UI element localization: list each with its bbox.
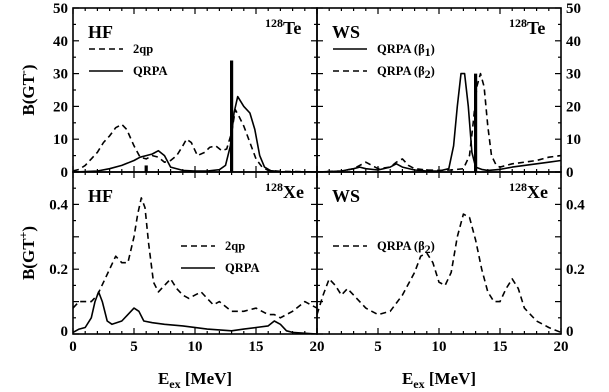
y-axis-label: B(GT-): [16, 64, 38, 115]
nucleus-label: 128Te: [509, 16, 545, 38]
panel-label: HF: [88, 186, 113, 206]
y-axis-label: B(GT+): [16, 226, 38, 280]
panel-top-left: 0 10 20 30 40 50 HF 128Te 2qp QRPA B(GT-): [16, 1, 318, 181]
legend-label: QRPA: [133, 64, 168, 78]
series-qrpa-line: [73, 291, 317, 334]
y-tick-label: 50: [53, 1, 68, 17]
y-tick-label: 0.2: [566, 262, 585, 278]
x-axis-label: Eex [MeV]: [402, 369, 476, 391]
y-tick-label: 0.4: [566, 197, 585, 213]
y-tick-label: 40: [53, 34, 68, 50]
x-tick-label: 5: [374, 339, 382, 355]
nucleus-label: 128Xe: [265, 180, 304, 202]
x-tick-label: 20: [554, 339, 569, 355]
x-tick-label: 0: [69, 339, 77, 355]
series-group: [317, 213, 561, 334]
series-qrpa-2--line: [317, 213, 561, 334]
y-tick-label: 10: [53, 132, 68, 148]
series-2qp-line: [73, 108, 317, 172]
y-tick-label: 0: [61, 324, 69, 340]
x-tick-label: 10: [188, 339, 203, 355]
legend-label: QRPA (β2): [377, 64, 435, 81]
legend-label: QRPA (β1): [377, 42, 435, 59]
y-tick-label: 0: [61, 165, 69, 181]
y-tick-label: 10: [566, 132, 581, 148]
y-tick-label: 0: [566, 165, 574, 181]
panel-label: WS: [332, 186, 360, 206]
series-group: [73, 197, 317, 334]
y-tick-label: 40: [566, 34, 581, 50]
panel-bottom-right: 0 0.2 0.4 5 10 15 20 WS 128Xe QRPA (β2) Eex [MeV]: [316, 171, 585, 391]
y-tick-label: 30: [566, 67, 581, 83]
y-tick-label: 0.2: [49, 262, 68, 278]
x-tick-label: 10: [432, 339, 447, 355]
series-qrpa-line: [73, 95, 317, 172]
series-2qp-line: [73, 197, 317, 319]
panel-bottom-left: 0 0.2 0.4 0 5 10 15 20 HF 128Xe 2qp QRPA B(GT+) Eex […: [16, 171, 325, 391]
series-group: [317, 72, 561, 172]
y-tick-label: 20: [566, 99, 581, 115]
y-tick-label: 0: [566, 324, 574, 340]
legend-label: QRPA (β2): [377, 239, 435, 256]
nucleus-label: 128Xe: [509, 180, 548, 202]
x-tick-label: 15: [249, 339, 264, 355]
series-qrpa-1--line: [317, 72, 561, 172]
series-group: [73, 60, 317, 172]
x-tick-label: 15: [493, 339, 508, 355]
y-tick-label: 20: [53, 99, 68, 115]
legend-label: QRPA: [225, 261, 260, 275]
y-tick-label: 50: [566, 1, 581, 17]
legend-label: 2qp: [225, 239, 245, 253]
legend-label: 2qp: [133, 42, 153, 56]
nucleus-label: 128Te: [265, 16, 301, 38]
panel-label: HF: [88, 22, 113, 42]
x-tick-label: 5: [130, 339, 138, 355]
series-qrpa-2--line: [317, 72, 561, 172]
panel-label: WS: [332, 22, 360, 42]
x-axis-label: Eex [MeV]: [158, 369, 232, 391]
x-tick-label: 20: [310, 339, 325, 355]
panel-top-right: 0 10 20 30 40 50 WS 128Te QRPA (β1) QRPA (β2): [316, 1, 581, 181]
y-tick-label: 30: [53, 67, 68, 83]
y-tick-label: 0.4: [49, 197, 68, 213]
